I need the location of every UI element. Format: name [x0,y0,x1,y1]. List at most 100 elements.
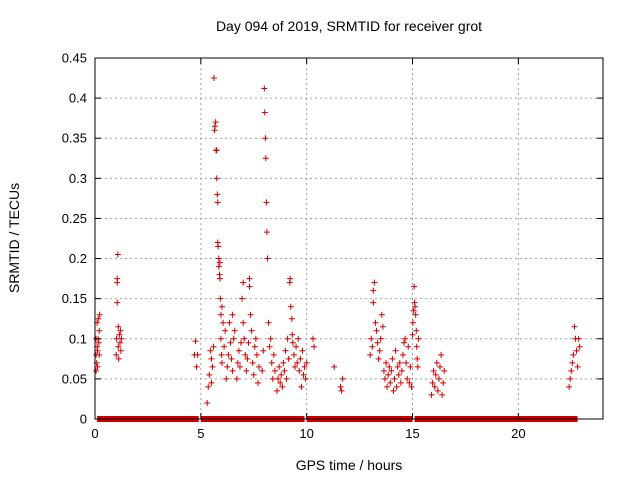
data-point [441,367,448,374]
data-point [375,355,382,362]
data-point [428,391,435,398]
data-point [370,287,377,294]
data-point [369,343,376,350]
data-point [338,387,345,394]
data-point [376,347,383,354]
data-point [218,351,225,358]
data-point [213,147,220,154]
x-tick-label: 0 [91,426,98,441]
data-point [227,339,234,346]
data-point [275,375,282,382]
y-tick-label: 0.3 [69,171,87,186]
data-point [407,363,414,370]
data-point [246,275,253,282]
data-point [254,379,261,386]
data-point [214,191,221,198]
data-point [299,347,306,354]
data-point [411,283,418,290]
y-tick-label: 0.45 [62,51,87,66]
data-point [380,367,387,374]
data-point [114,251,121,258]
data-point [262,135,269,142]
data-point [94,363,101,370]
data-point [300,371,307,378]
data-point [256,363,263,370]
data-point [194,351,201,358]
data-point [302,375,309,382]
data-point [115,343,122,350]
data-point [378,311,385,318]
data-point [310,335,317,342]
data-point [270,351,277,358]
data-point [283,375,290,382]
data-point [399,351,406,358]
data-point [268,359,275,366]
data-point [93,367,100,374]
data-point [337,383,344,390]
data-point [222,327,229,334]
data-point [371,279,378,286]
data-point [248,327,255,334]
data-point [278,371,285,378]
data-point [205,383,212,390]
data-point [331,363,338,370]
data-point [394,363,401,370]
data-point [280,359,287,366]
data-point [395,371,402,378]
data-point [95,315,102,322]
data-point [570,351,577,358]
data-point [274,387,281,394]
data-point [210,75,217,82]
data-point [229,367,236,374]
data-point [412,311,419,318]
data-point [261,85,268,92]
y-tick-label: 0.4 [69,91,87,106]
y-tick-label: 0.05 [62,371,87,386]
data-point [429,379,436,386]
data-point [386,363,393,370]
data-point [233,375,240,382]
data-point [269,375,276,382]
data-point [298,383,305,390]
data-point [567,375,574,382]
data-point [263,199,270,206]
data-point [430,367,437,374]
data-point [192,338,199,345]
data-point [261,109,268,116]
data-point [252,335,259,342]
data-point [96,351,103,358]
data-point [217,335,224,342]
data-point [289,331,296,338]
data-point [244,355,251,362]
data-point [573,347,580,354]
data-point [574,363,581,370]
data-point [374,339,381,346]
data-point [231,327,238,334]
axis-ticks: 0 0.05 0.1 0.15 0.2 0.25 0.3 0.35 0.4 0.45 0 5 10 15 2… [62,51,603,441]
data-point [219,359,225,366]
chart-title: Day 094 of 2019, SRMTID for receiver gro… [216,18,482,34]
data-point [339,375,346,382]
data-point [225,351,232,358]
data-point [390,387,397,394]
data-point [217,311,224,318]
data-point [219,303,225,310]
data-point [569,359,576,366]
data-point [241,335,248,342]
data-point [290,351,297,358]
x-tick-label: 10 [299,426,313,441]
data-point [262,155,269,162]
data-point [116,331,123,338]
data-point [214,199,221,206]
data-point [409,331,416,338]
data-point [414,363,421,370]
data-point [414,355,421,362]
data-point [228,355,235,362]
data-point [239,295,246,302]
data-point [384,383,391,390]
data-point [238,339,245,346]
data-point [438,351,445,358]
data-point [243,367,250,374]
data-point [403,359,410,366]
